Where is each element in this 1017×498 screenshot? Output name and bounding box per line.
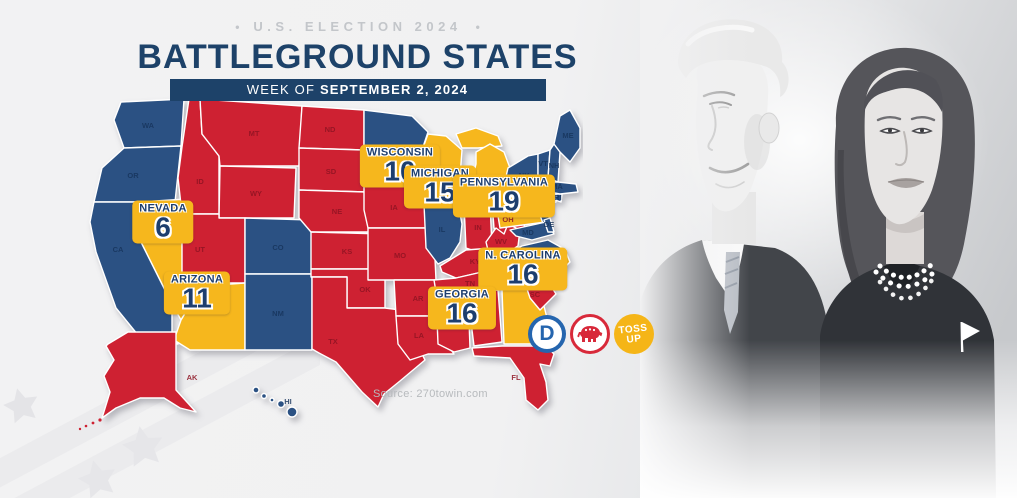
state-ME — [553, 109, 581, 163]
state-label-KS: KS — [342, 247, 352, 256]
battleground-votes: 19 — [488, 185, 520, 217]
battleground-name: N. CAROLINA — [485, 249, 561, 262]
week-banner-prefix: WEEK OF — [246, 82, 320, 97]
state-label-MD: MD — [522, 228, 534, 237]
state-HI — [286, 406, 298, 418]
header: • U.S. ELECTION 2024 • BATTLEGROUND STATES… — [100, 18, 615, 101]
week-banner-date: SEPTEMBER 2, 2024 — [319, 82, 469, 97]
battleground-votes: 16 — [507, 258, 539, 290]
state-label-NE: NE — [332, 207, 342, 216]
toss-up-icon: TOSS UP — [614, 314, 654, 354]
state-label-HI: HI — [284, 397, 292, 406]
state-label-RI: RI — [554, 193, 562, 202]
republican-elephant-icon — [570, 314, 610, 354]
party-legend: D TOSS UP — [528, 314, 654, 354]
state-label-VT: VT — [538, 159, 548, 168]
state-MI — [455, 127, 503, 149]
state-label-SD: SD — [326, 167, 337, 176]
state-label-OH: OH — [502, 215, 513, 224]
state-label-IL: IL — [439, 225, 446, 234]
candidates-photo — [640, 0, 1017, 498]
state-label-TX: TX — [328, 337, 338, 346]
state-label-CA: CA — [113, 245, 124, 254]
state-label-TN: TN — [465, 279, 475, 288]
week-banner: WEEK OF SEPTEMBER 2, 2024 — [169, 79, 546, 101]
state-label-KY: KY — [470, 257, 480, 266]
state-label-OK: OK — [359, 285, 371, 294]
state-label-WA: WA — [142, 121, 155, 130]
aleutian-islands — [78, 418, 102, 431]
state-label-SC: SC — [530, 290, 541, 299]
state-AK — [101, 331, 197, 419]
state-label-ME: ME — [562, 131, 573, 140]
state-label-AR: AR — [413, 294, 424, 303]
state-label-CO: CO — [272, 243, 283, 252]
state-HI — [260, 392, 268, 400]
state-MD — [509, 221, 555, 241]
state-label-IA: IA — [390, 203, 398, 212]
state-label-DE: DE — [544, 220, 554, 229]
battleground-name: PENNSYLVANIA — [459, 176, 549, 189]
kicker-text: U.S. ELECTION 2024 — [253, 19, 462, 34]
state-label-MT: MT — [249, 129, 260, 138]
state-label-WY: WY — [250, 189, 262, 198]
battleground-votes: 16 — [446, 297, 478, 329]
battleground-badge-PA: PENNSYLVANIA 19 — [452, 174, 556, 218]
state-WA — [113, 98, 185, 149]
battleground-name: NEVADA — [139, 202, 187, 215]
state-label-NH: NH — [549, 161, 560, 170]
state-label-WV: WV — [495, 237, 507, 246]
battleground-badge-NC: N. CAROLINA 16 — [478, 247, 568, 291]
battleground-name: WISCONSIN — [366, 146, 434, 159]
state-NM — [244, 273, 313, 351]
toss-up-line2: UP — [626, 332, 643, 345]
state-label-OR: OR — [127, 171, 139, 180]
kicker-dot-left: • — [235, 20, 240, 34]
battleground-name: ARIZONA — [170, 273, 224, 286]
democrat-letter: D — [539, 322, 555, 345]
state-NH — [547, 143, 561, 183]
state-label-MA: MA — [551, 182, 563, 191]
state-HI — [269, 397, 275, 403]
page-title: BATTLEGROUND STATES — [137, 38, 578, 76]
state-label-ND: ND — [325, 125, 336, 134]
battleground-name: GEORGIA — [434, 288, 490, 301]
kicker: • U.S. ELECTION 2024 • — [100, 18, 615, 36]
state-label-NM: NM — [272, 309, 284, 318]
state-label-LA: LA — [414, 331, 425, 340]
state-DE — [543, 217, 555, 233]
democrat-logo-icon: D — [528, 315, 566, 353]
state-label-MO: MO — [394, 251, 406, 260]
battleground-badge-AZ: ARIZONA 11 — [163, 271, 231, 315]
state-label-IN: IN — [474, 223, 482, 232]
state-TX — [311, 276, 426, 408]
state-WY — [218, 165, 297, 219]
battleground-badge-GA: GEORGIA 16 — [427, 286, 497, 330]
state-label-UT: UT — [195, 245, 205, 254]
kicker-dot-right: • — [475, 20, 480, 34]
state-HI — [276, 399, 286, 409]
battleground-votes: 11 — [182, 282, 212, 314]
state-HI — [252, 386, 260, 394]
battleground-badge-NV: NEVADA 6 — [132, 200, 194, 244]
state-label-ID: ID — [196, 177, 204, 186]
state-label-AK: AK — [187, 373, 198, 382]
source-credit: Source: 270towin.com — [373, 388, 488, 400]
battleground-votes: 15 — [424, 176, 456, 208]
flag-watermark-icon — [0, 348, 320, 498]
state-label-FL: FL — [511, 373, 521, 382]
battleground-votes: 6 — [155, 211, 171, 243]
